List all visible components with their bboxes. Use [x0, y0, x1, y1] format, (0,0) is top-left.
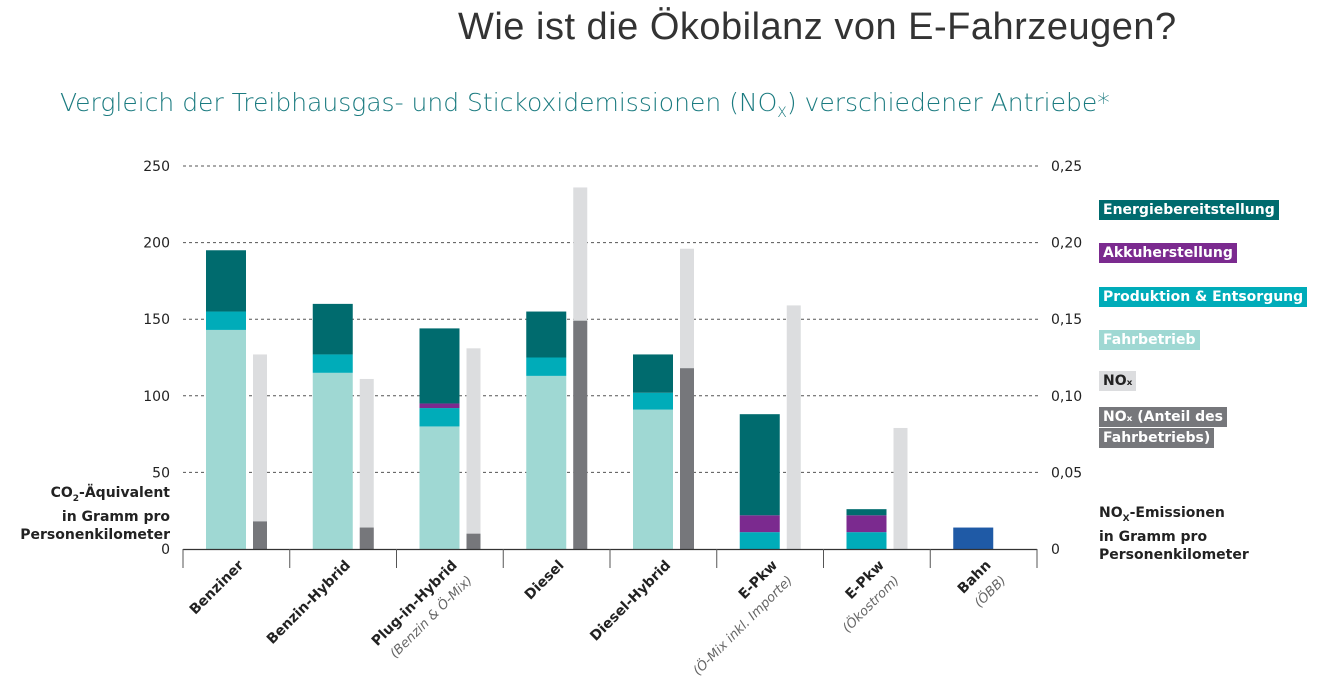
bar-segment-energiebereitstellung: [419, 328, 460, 404]
bar-segment-energiebereitstellung: [633, 354, 673, 393]
legend-label: Akkuherstellung: [1099, 243, 1237, 263]
legend-item: Akkuherstellung: [1099, 242, 1237, 263]
bar-segment-fahrbetrieb: [633, 409, 673, 549]
bar-segment-produktion-entsorgung: [633, 392, 673, 410]
bar-segment-akkuherstellung: [419, 403, 460, 409]
bar-segment-produktion-entsorgung: [312, 354, 353, 373]
chart-subtitle: Vergleich der Treibhausgas- und Stickoxi…: [60, 88, 1110, 121]
legend-label: NOₓ: [1099, 371, 1137, 391]
bar-segment-energiebereitstellung: [206, 250, 246, 312]
bar-segment-fahrbetrieb: [312, 372, 353, 549]
right-axis-title-text: in Gramm pro: [1099, 528, 1208, 545]
right-tick-label: 0,05: [1051, 465, 1082, 481]
subtitle-text-end: ) verschiedener Antriebe*: [786, 88, 1110, 117]
nox-bar: [786, 305, 801, 549]
right-axis-title-text: Personenkilometer: [1099, 546, 1249, 563]
bar-segment-akkuherstellung: [846, 515, 887, 533]
nox-bar: [466, 348, 481, 549]
left-axis-title-sub: 2: [72, 493, 80, 504]
legend-label: Energiebereitstellung: [1099, 200, 1279, 220]
right-tick-label: 0: [1051, 542, 1060, 558]
subtitle-subscript: X: [777, 105, 787, 121]
bar-segment-akkuherstellung: [739, 515, 780, 533]
right-axis-title-sub: X: [1122, 513, 1130, 524]
bar-segment-fahrbetrieb: [526, 375, 567, 549]
category-label: Benzin-Hybrid: [264, 558, 354, 648]
nox-driving-bar: [253, 521, 267, 549]
right-tick-label: 0,25: [1051, 159, 1082, 175]
left-tick-label: 0: [161, 542, 170, 558]
legend-item: Fahrbetrieb: [1099, 329, 1200, 350]
bar-segment-bahn: [953, 527, 994, 549]
legend-item: Produktion & Entsorgung: [1099, 286, 1308, 307]
left-tick-label: 100: [143, 389, 170, 405]
nox-driving-bar: [680, 368, 694, 549]
left-tick-label: 50: [152, 465, 170, 481]
bar-segment-fahrbetrieb: [419, 426, 460, 549]
legend-item: NOₓ: [1099, 370, 1137, 391]
left-axis-title-text: in Gramm pro: [61, 508, 170, 525]
nox-bar: [893, 427, 908, 549]
nox-bar: [253, 354, 267, 549]
left-axis-title-text: CO: [50, 485, 73, 501]
bar-segment-produktion-entsorgung: [419, 408, 460, 427]
legend-label: Produktion & Entsorgung: [1099, 287, 1308, 307]
category-label: Diesel-Hybrid: [587, 558, 674, 645]
page-title: Wie ist die Ökobilanz von E-Fahrzeugen?: [458, 6, 1177, 48]
left-axis-title-text: Personenkilometer: [20, 526, 170, 543]
right-axis-title-text: NO: [1099, 505, 1123, 521]
bar-segment-fahrbetrieb: [206, 329, 246, 549]
bar-segment-energiebereitstellung: [739, 414, 780, 516]
right-axis-title-text: -Emissionen: [1129, 505, 1225, 521]
nox-bar: [359, 378, 374, 549]
subtitle-text: Vergleich der Treibhausgas- und Stickoxi…: [60, 88, 778, 117]
legend-label: Fahrbetrieb: [1099, 330, 1200, 350]
right-tick-label: 0,15: [1051, 312, 1082, 328]
left-tick-label: 200: [143, 236, 170, 252]
left-axis-title: CO2-Äquivalent in Gramm pro Personenkilo…: [20, 484, 170, 544]
bar-segment-energiebereitstellung: [846, 509, 887, 516]
legend-item: Energiebereitstellung: [1099, 199, 1279, 220]
bar-segment-energiebereitstellung: [526, 311, 567, 358]
nox-driving-bar: [573, 320, 588, 549]
bar-segment-produktion-entsorgung: [526, 357, 567, 376]
left-tick-label: 250: [143, 159, 170, 175]
right-tick-label: 0,20: [1051, 236, 1082, 252]
right-tick-label: 0,10: [1051, 389, 1082, 405]
bar-segment-energiebereitstellung: [312, 303, 353, 355]
bar-segment-produktion-entsorgung: [206, 311, 246, 330]
left-tick-label: 150: [143, 312, 170, 328]
nox-driving-bar: [466, 533, 481, 549]
right-axis-title: NOX-Emissionen in Gramm pro Personenkilo…: [1099, 504, 1249, 564]
category-label: Benziner: [187, 557, 247, 617]
legend-label: Fahrbetriebs): [1099, 428, 1215, 448]
category-label: Diesel: [522, 558, 568, 604]
nox-driving-bar: [359, 527, 374, 549]
legend-label: NOₓ (Anteil des: [1099, 407, 1227, 427]
left-axis-title-text: -Äquivalent: [79, 485, 170, 501]
legend-item: NOₓ (Anteil des Fahrbetriebs): [1099, 406, 1227, 448]
bar-segment-produktion-entsorgung: [846, 532, 887, 549]
bar-segment-produktion-entsorgung: [739, 532, 780, 549]
